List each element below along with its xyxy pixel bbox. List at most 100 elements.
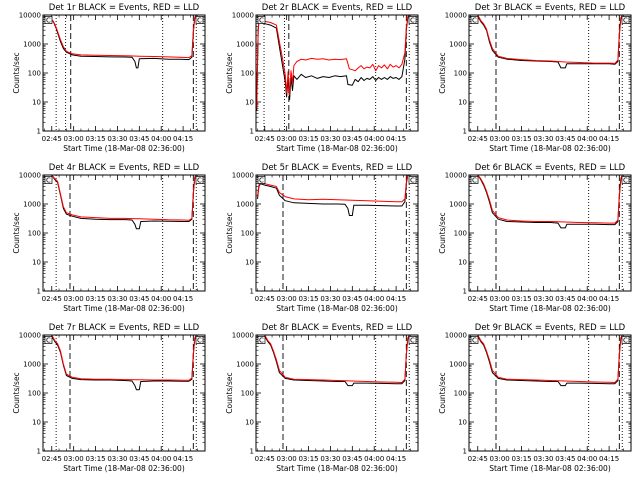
y-tick-label: 100 <box>28 70 41 78</box>
x-axis-label: Start Time (18-Mar-08 02:36:00) <box>63 144 185 153</box>
x-tick-label: 04:15 <box>599 295 619 303</box>
y-tick-label: 10 <box>245 259 254 267</box>
x-tick-label: 03:45 <box>342 135 362 143</box>
x-tick-label: 03:30 <box>107 455 127 463</box>
plot-frame <box>255 14 419 132</box>
corner-label: C <box>472 17 477 25</box>
x-tick-label: 04:00 <box>364 135 384 143</box>
y-tick-label: 1 <box>463 448 467 456</box>
x-axis-label: Start Time (18-Mar-08 02:36:00) <box>63 464 185 473</box>
y-axis-label: Counts/sec <box>12 52 21 93</box>
x-tick-label: 04:15 <box>386 295 406 303</box>
plot-frame <box>255 174 419 292</box>
x-tick-label: 03:30 <box>533 135 553 143</box>
corner-box-right <box>621 16 630 24</box>
x-tick-label: 02:45 <box>255 455 275 463</box>
lld-line <box>477 175 623 224</box>
corner-label: C <box>472 177 477 185</box>
y-axis-label: Counts/sec <box>225 212 234 253</box>
x-tick-label: 04:00 <box>577 455 597 463</box>
panel-title: Det 6r BLACK = Events, RED = LLD <box>475 163 626 173</box>
y-tick-label: 10000 <box>19 332 41 340</box>
corner-label: C <box>197 17 202 25</box>
plot-frame <box>42 334 206 452</box>
y-tick-label: 10000 <box>445 12 467 20</box>
panel-title: Det 2r BLACK = Events, RED = LLD <box>262 3 413 13</box>
y-tick-label: 100 <box>241 70 254 78</box>
y-tick-label: 10000 <box>19 12 41 20</box>
corner-box-right <box>408 16 417 24</box>
y-tick-label: 100 <box>454 390 467 398</box>
y-tick-label: 10 <box>458 259 467 267</box>
y-tick-label: 10000 <box>19 172 41 180</box>
x-tick-label: 03:00 <box>277 455 297 463</box>
y-tick-label: 1000 <box>236 361 254 369</box>
x-tick-label: 02:45 <box>42 295 62 303</box>
plot-frame <box>468 14 632 132</box>
events-line <box>477 16 623 69</box>
x-tick-label: 03:15 <box>511 135 531 143</box>
x-tick-label: 04:15 <box>386 455 406 463</box>
y-tick-label: 1000 <box>236 41 254 49</box>
x-axis-label: Start Time (18-Mar-08 02:36:00) <box>63 304 185 313</box>
corner-label: C <box>197 177 202 185</box>
y-tick-label: 1 <box>250 288 254 296</box>
panel-title: Det 5r BLACK = Events, RED = LLD <box>262 163 413 173</box>
lld-line <box>477 335 623 383</box>
lld-line <box>51 335 197 381</box>
detector-panel: Det 9r BLACK = Events, RED = LLD 1 10 100 10… <box>438 323 632 473</box>
x-tick-label: 04:15 <box>386 135 406 143</box>
x-tick-label: 02:45 <box>468 135 488 143</box>
corner-label: C <box>623 337 628 345</box>
events-line <box>256 15 410 111</box>
y-tick-label: 1 <box>463 288 467 296</box>
y-axis-label: Counts/sec <box>438 372 447 413</box>
y-tick-label: 10000 <box>232 332 254 340</box>
detector-panel: Det 5r BLACK = Events, RED = LLD 1 10 100 10… <box>225 163 419 313</box>
x-tick-label: 04:15 <box>173 135 193 143</box>
y-axis-label: Counts/sec <box>225 372 234 413</box>
x-tick-label: 03:15 <box>298 295 318 303</box>
corner-box-left <box>470 16 479 24</box>
x-tick-label: 03:30 <box>320 135 340 143</box>
corner-label: C <box>623 17 628 25</box>
y-tick-label: 10 <box>458 419 467 427</box>
plot-frame <box>42 14 206 132</box>
corner-box-right <box>195 176 204 184</box>
corner-box-right <box>621 176 630 184</box>
y-axis-label: Counts/sec <box>438 52 447 93</box>
y-tick-label: 100 <box>241 390 254 398</box>
x-tick-label: 02:45 <box>468 295 488 303</box>
corner-box-left <box>257 336 266 344</box>
y-axis-label: Counts/sec <box>225 52 234 93</box>
y-tick-label: 1 <box>37 448 41 456</box>
detector-panel: Det 4r BLACK = Events, RED = LLD 1 10 100 10… <box>12 163 206 313</box>
corner-label: C <box>259 337 264 345</box>
x-tick-label: 03:00 <box>64 295 84 303</box>
x-tick-label: 03:00 <box>490 295 510 303</box>
corner-label: C <box>410 337 415 345</box>
corner-box-right <box>408 336 417 344</box>
y-tick-label: 1 <box>37 288 41 296</box>
x-tick-label: 03:45 <box>555 135 575 143</box>
corner-label: C <box>197 337 202 345</box>
corner-box-right <box>408 176 417 184</box>
y-tick-label: 1000 <box>449 361 467 369</box>
x-tick-label: 02:45 <box>255 135 275 143</box>
x-tick-label: 03:15 <box>298 135 318 143</box>
detector-panel: Det 8r BLACK = Events, RED = LLD 1 10 100 10… <box>225 323 419 473</box>
x-tick-label: 02:45 <box>255 295 275 303</box>
events-line <box>51 336 197 391</box>
x-tick-label: 03:45 <box>555 295 575 303</box>
y-tick-label: 1000 <box>449 201 467 209</box>
corner-label: C <box>623 177 628 185</box>
y-tick-label: 100 <box>28 230 41 238</box>
x-tick-label: 03:45 <box>555 455 575 463</box>
detector-panel: Det 1r BLACK = Events, RED = LLD 1 10 100 10… <box>12 3 206 153</box>
x-tick-label: 03:45 <box>129 135 149 143</box>
y-tick-label: 10 <box>245 419 254 427</box>
x-tick-label: 03:15 <box>511 295 531 303</box>
panel-title: Det 8r BLACK = Events, RED = LLD <box>262 323 413 333</box>
y-tick-label: 100 <box>454 70 467 78</box>
x-tick-label: 04:15 <box>599 135 619 143</box>
